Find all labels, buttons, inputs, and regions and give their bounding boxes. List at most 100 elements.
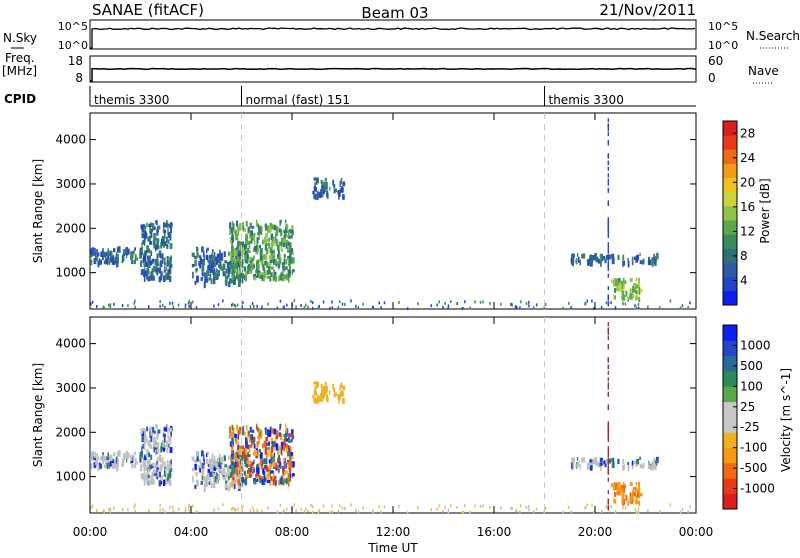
velocity-echo-mark (167, 443, 170, 448)
power-ground-scatter (159, 304, 161, 308)
velocity-echo-mark (622, 498, 626, 505)
velocity-echo-mark (654, 463, 656, 468)
velocity-ground-scatter (535, 507, 538, 511)
velocity-echo-mark (611, 461, 615, 469)
velocity-echo-mark (236, 455, 238, 462)
velocity-echo-mark (194, 484, 197, 489)
velocity-echo-mark (98, 462, 101, 470)
velocity-echo-mark (168, 464, 172, 471)
power-ground-scatter (447, 304, 450, 308)
velocity-echo-mark (332, 383, 335, 390)
velocity-echo-mark (156, 471, 159, 477)
power-echo-mark (614, 295, 617, 300)
velocity-echo-mark (160, 442, 163, 447)
velocity-echo-mark (589, 459, 593, 463)
power-echo-mark (226, 275, 229, 280)
velocity-echo-mark (277, 454, 280, 462)
power-ground-scatter (133, 301, 136, 305)
power-echo-mark (322, 189, 325, 195)
velocity-echo-mark (231, 476, 235, 481)
velocity-ground-scatter (253, 509, 255, 513)
velocity-ground-scatter (532, 510, 535, 514)
power-echo-mark (316, 177, 319, 184)
velocity-ground-scatter (689, 505, 691, 509)
velocity-echo-mark (272, 463, 275, 467)
power-echo-mark (109, 250, 113, 257)
power-ground-scatter (442, 305, 444, 309)
velocity-echo-mark (265, 442, 269, 446)
power-echo-mark (576, 253, 579, 257)
power-echo-mark (196, 252, 199, 258)
velocity-noise-column (607, 322, 610, 327)
power-ground-scatter (191, 300, 194, 304)
velocity-echo-mark (287, 473, 290, 480)
power-ground-scatter (528, 304, 530, 308)
power-noise-column (607, 264, 610, 269)
velocity-ground-scatter (371, 509, 374, 513)
velocity-echo-mark (201, 450, 204, 457)
power-echo-mark (148, 255, 151, 260)
power-echo-mark (247, 226, 250, 234)
power-echo-mark (270, 233, 274, 241)
velocity-echo-mark (100, 455, 103, 461)
power-ground-scatter (600, 306, 603, 310)
velocity-echo-mark (237, 444, 239, 450)
velocity-echo-mark (244, 460, 248, 467)
power-echo-mark (277, 253, 279, 260)
velocity-echo-mark (252, 441, 255, 445)
velocity-echo-mark (204, 477, 207, 483)
power-echo-mark (195, 269, 197, 273)
power-echo-mark (240, 264, 243, 269)
power-echo-mark (639, 289, 643, 293)
power-echo-mark (157, 244, 160, 250)
power-ground-scatter (195, 306, 198, 310)
velocity-echo-mark (635, 494, 639, 498)
velocity-echo-mark (250, 434, 254, 440)
power-echo-mark (341, 187, 344, 193)
velocity-ground-scatter (195, 510, 198, 514)
velocity-ground-scatter (462, 510, 465, 514)
velocity-echo-mark (279, 423, 281, 430)
power-echo-mark (275, 226, 279, 233)
velocity-echo-mark (216, 457, 220, 463)
power-colorbar-label: Power [dB] (758, 178, 772, 243)
cpid-segment-label: themis 3300 (94, 93, 169, 107)
power-noise-column (607, 188, 610, 193)
power-echo-mark (153, 241, 155, 249)
velocity-echo-mark (597, 462, 601, 468)
velocity-ground-scatter (344, 506, 346, 510)
power-ground-scatter (121, 303, 124, 307)
velocity-echo-mark (163, 429, 165, 435)
velocity-echo-mark (285, 427, 288, 434)
power-echo-mark (239, 273, 243, 279)
velocity-echo-mark (198, 464, 200, 470)
velocity-echo-mark (621, 484, 624, 492)
velocity-ground-scatter (438, 504, 440, 508)
power-echo-mark (635, 290, 639, 294)
velocity-noise-column (607, 490, 610, 495)
velocity-echo-mark (259, 457, 263, 465)
velocity-echo-mark (635, 488, 639, 493)
power-echo-mark (604, 259, 607, 264)
velocity-echo-mark (288, 439, 291, 443)
power-echo-mark (146, 273, 149, 280)
velocity-echo-mark (245, 478, 248, 486)
velocity-echo-mark (270, 437, 274, 445)
velocity-echo-mark (232, 470, 235, 475)
velocity-ground-scatter (380, 510, 382, 514)
velocity-echo-mark (283, 471, 286, 476)
power-noise-column (607, 266, 610, 271)
velocity-echo-mark (617, 490, 620, 496)
power-echo-mark (111, 251, 113, 258)
velocity-echo-mark (258, 476, 261, 481)
power-echo-mark (236, 220, 239, 227)
power-echo-mark (231, 276, 234, 280)
velocity-echo-mark (283, 477, 286, 484)
power-echo-mark (257, 247, 260, 253)
power-echo-mark (150, 228, 153, 232)
velocity-echo-mark (335, 392, 338, 397)
power-echo-mark (98, 258, 101, 266)
power-echo-mark (214, 272, 217, 278)
velocity-echo-mark (207, 469, 210, 473)
velocity-ground-scatter (362, 506, 364, 510)
